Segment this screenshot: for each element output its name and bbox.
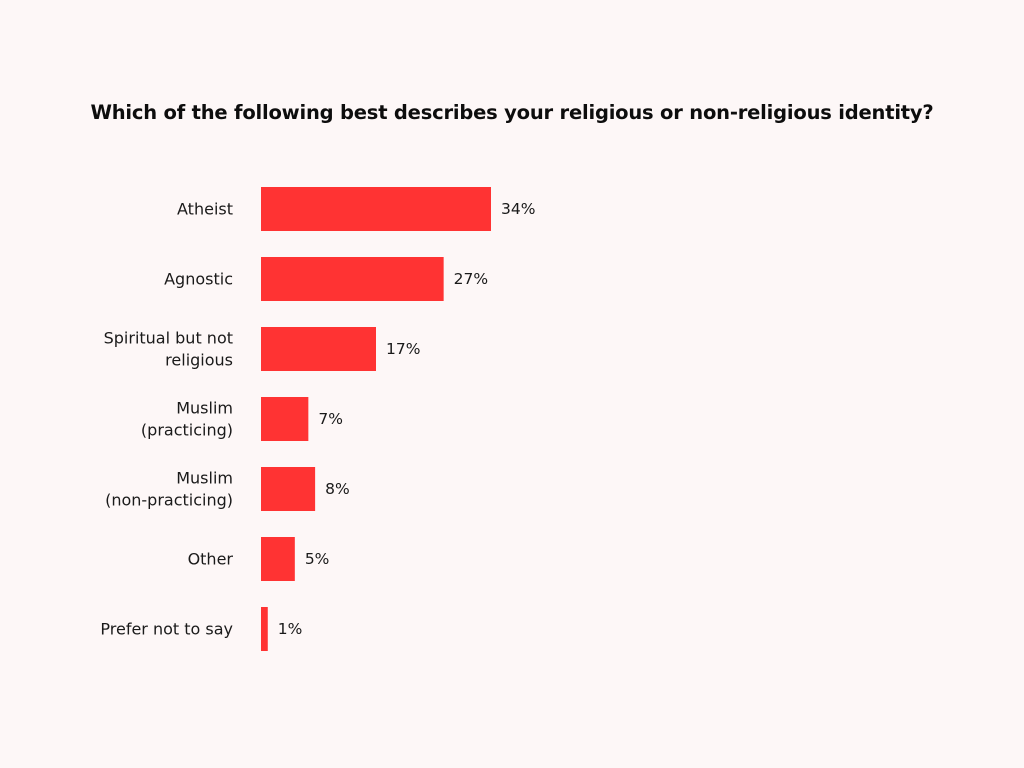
bar-spiritual-but-not-religious <box>261 327 376 371</box>
category-label-muslim-non-practicing-line-1: Muslim <box>176 469 233 488</box>
bar-muslim-practicing <box>261 397 309 441</box>
chart-title: Which of the following best describes yo… <box>90 101 934 124</box>
bar-prefer-not-to-say <box>261 607 268 651</box>
category-label-prefer-not-to-say: Prefer not to say <box>100 620 233 639</box>
category-label-agnostic: Agnostic <box>164 270 233 289</box>
bar-atheist <box>261 187 491 231</box>
bar-agnostic <box>261 257 444 301</box>
value-label-agnostic: 27% <box>454 270 488 288</box>
category-label-muslim-non-practicing-line-2: (non-practicing) <box>105 491 233 510</box>
category-label-spiritual-but-not-religious-line-2: religious <box>165 351 233 370</box>
value-label-spiritual-but-not-religious: 17% <box>386 340 420 358</box>
category-label-atheist: Atheist <box>177 200 233 219</box>
value-label-other: 5% <box>305 550 330 568</box>
value-label-prefer-not-to-say: 1% <box>278 620 303 638</box>
bar-muslim-non-practicing <box>261 467 316 511</box>
value-label-muslim-practicing: 7% <box>318 410 343 428</box>
value-label-atheist: 34% <box>501 200 535 218</box>
category-label-muslim-practicing-line-2: (practicing) <box>141 421 233 440</box>
category-label-spiritual-but-not-religious-line-1: Spiritual but not <box>104 329 233 348</box>
value-label-muslim-non-practicing: 8% <box>325 480 350 498</box>
bar-other <box>261 537 295 581</box>
category-label-muslim-practicing-line-1: Muslim <box>176 399 233 418</box>
category-label-other: Other <box>188 550 234 569</box>
